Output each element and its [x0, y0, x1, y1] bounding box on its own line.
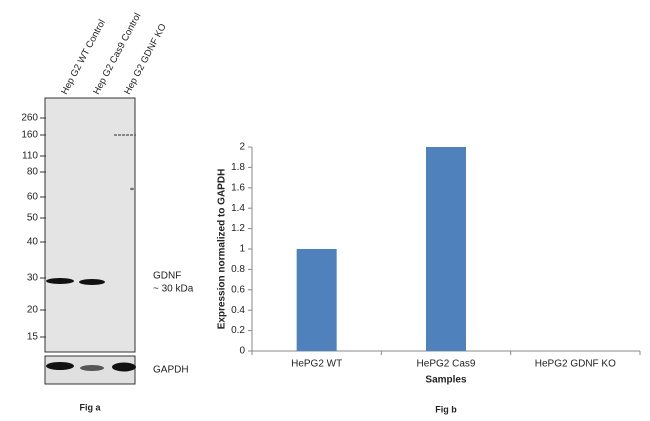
y-tick-label: 0.2: [231, 325, 245, 336]
band: [79, 279, 105, 285]
x-tick-label: HePG2 WT: [291, 359, 342, 370]
x-axis-title: Samples: [425, 375, 467, 386]
band: [46, 278, 74, 284]
marker-label: 160: [21, 130, 38, 141]
band: [112, 362, 136, 372]
y-tick-label: 0.8: [231, 264, 245, 275]
caption: Fig b: [435, 404, 457, 414]
marker-label: 30: [27, 273, 39, 284]
y-axis-title: Expression normalized to GAPDH: [217, 169, 228, 330]
band: [130, 187, 134, 191]
marker-label: 50: [27, 213, 39, 224]
marker-label: 15: [27, 332, 39, 343]
bar: [426, 147, 466, 351]
marker-label: 260: [21, 113, 38, 124]
marker-label: 80: [27, 167, 39, 178]
y-tick-label: 0.6: [231, 284, 245, 295]
y-tick-label: 0: [239, 346, 245, 357]
marker-label: 20: [27, 305, 39, 316]
y-tick-label: 1: [239, 244, 245, 255]
band: [80, 365, 104, 371]
blot-image: [44, 97, 136, 353]
band-size: ~ 30 kDa: [153, 284, 194, 295]
marker-label: 40: [27, 237, 39, 248]
marker-label: 110: [22, 151, 38, 162]
bar: [296, 249, 337, 351]
y-tick-label: 1.2: [231, 223, 245, 234]
y-tick-label: 2: [239, 142, 245, 153]
loading-label: GAPDH: [153, 365, 189, 376]
x-tick-label: HePG2 GDNF KO: [535, 359, 616, 370]
y-tick-label: 1.4: [231, 203, 245, 214]
marker-label: 60: [27, 192, 39, 203]
y-tick-label: 1.8: [231, 162, 245, 173]
band: [46, 362, 74, 370]
caption: Fig a: [79, 402, 101, 412]
x-tick-label: HePG2 Cas9: [417, 359, 476, 370]
band-label: GDNF: [153, 271, 181, 282]
y-tick-label: 1.6: [231, 182, 245, 193]
y-tick-label: 0.4: [231, 305, 245, 316]
